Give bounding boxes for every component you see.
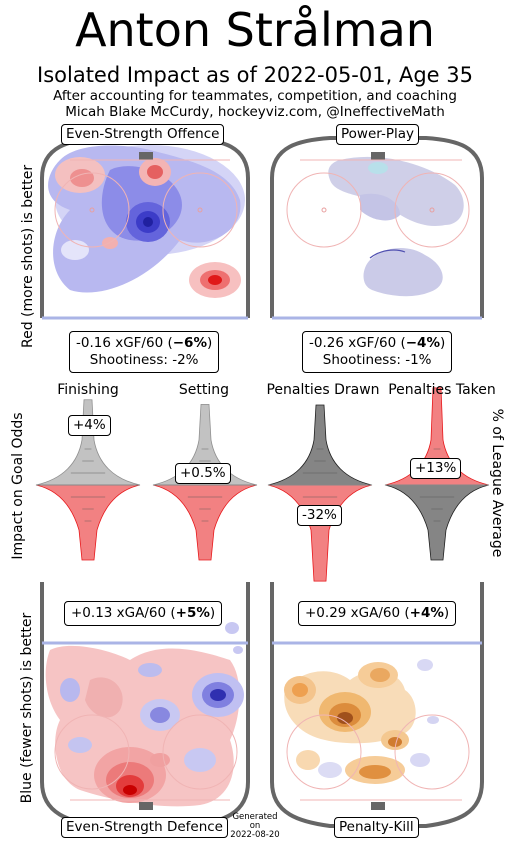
author-credit: Micah Blake McCurdy, hockeyviz.com, @Ine… <box>65 104 445 120</box>
page-title: Anton Strålman <box>75 3 435 57</box>
category-label-penalties-drawn: Penalties Drawn <box>266 382 380 398</box>
violin-lower-lobe <box>35 484 141 561</box>
ev-offence-stat: -0.16 xGF/60 (−6%) Shootiness: -2% <box>69 331 220 373</box>
value-label-penalties-drawn: -32% <box>297 505 342 526</box>
power-play-shootiness: Shootiness: -1% <box>322 352 432 368</box>
ev-defence-stat: +0.13 xGA/60 (+5%) <box>64 601 223 626</box>
category-label-penalties-taken: Penalties Taken <box>388 382 496 398</box>
violin-plots <box>35 387 490 582</box>
violin-lower-lobe <box>152 484 258 561</box>
ev-offence-shootiness: Shootiness: -2% <box>89 352 199 368</box>
power-play-rink <box>270 136 484 320</box>
power-play-stat: -0.26 xGF/60 (−4%) Shootiness: -1% <box>302 331 453 373</box>
left-top-axis-label: Red (more shots) is better <box>20 164 36 348</box>
ev-offence-rink <box>40 136 250 320</box>
value-label-penalties-taken: +13% <box>410 458 462 479</box>
penalty-kill-stat: +0.29 xGA/60 (+4%) <box>298 601 457 626</box>
methodology-note: After accounting for teammates, competit… <box>53 88 457 104</box>
left-bottom-axis-label: Blue (fewer shots) is better <box>19 612 35 804</box>
power-play-pct: −4% <box>405 335 440 351</box>
violin-lower-lobe <box>384 484 490 561</box>
category-label-setting: Setting <box>178 382 230 398</box>
penalty-kill-xg: +0.29 xGA/60 ( <box>305 605 410 621</box>
penalty-kill-pct: +4% <box>409 605 444 621</box>
penalty-kill-label: Penalty-Kill <box>334 817 419 838</box>
value-label-finishing: +4% <box>68 415 111 436</box>
violin-finishing <box>35 399 141 561</box>
category-label-finishing: Finishing <box>57 382 119 398</box>
ev-offence-pct: −6% <box>172 335 207 351</box>
ev-defence-xg: +0.13 xGA/60 ( <box>71 605 176 621</box>
value-label-setting: +0.5% <box>175 463 231 484</box>
ev-offence-xg: -0.16 xGF/60 ( <box>76 335 173 351</box>
violin-penalties-drawn <box>267 404 373 582</box>
ev-defence-pct: +5% <box>175 605 210 621</box>
page-subtitle: Isolated Impact as of 2022-05-01, Age 35 <box>37 63 473 87</box>
ev-defence-rink <box>40 582 250 828</box>
right-middle-axis-label: % of League Average <box>489 408 505 558</box>
violin-upper-lobe <box>267 404 373 486</box>
ev-offence-label: Even-Strength Offence <box>61 124 225 145</box>
ev-defence-label: Even-Strength Defence <box>61 817 228 838</box>
left-middle-axis-label: Impact on Goal Odds <box>10 412 26 560</box>
power-play-xg: -0.26 xGF/60 ( <box>309 335 406 351</box>
power-play-label: Power-Play <box>336 124 419 145</box>
generated-date: Generated on 2022-08-20 <box>230 812 280 840</box>
violin-lower-lobe <box>267 484 373 582</box>
violin-upper-lobe <box>35 399 141 486</box>
